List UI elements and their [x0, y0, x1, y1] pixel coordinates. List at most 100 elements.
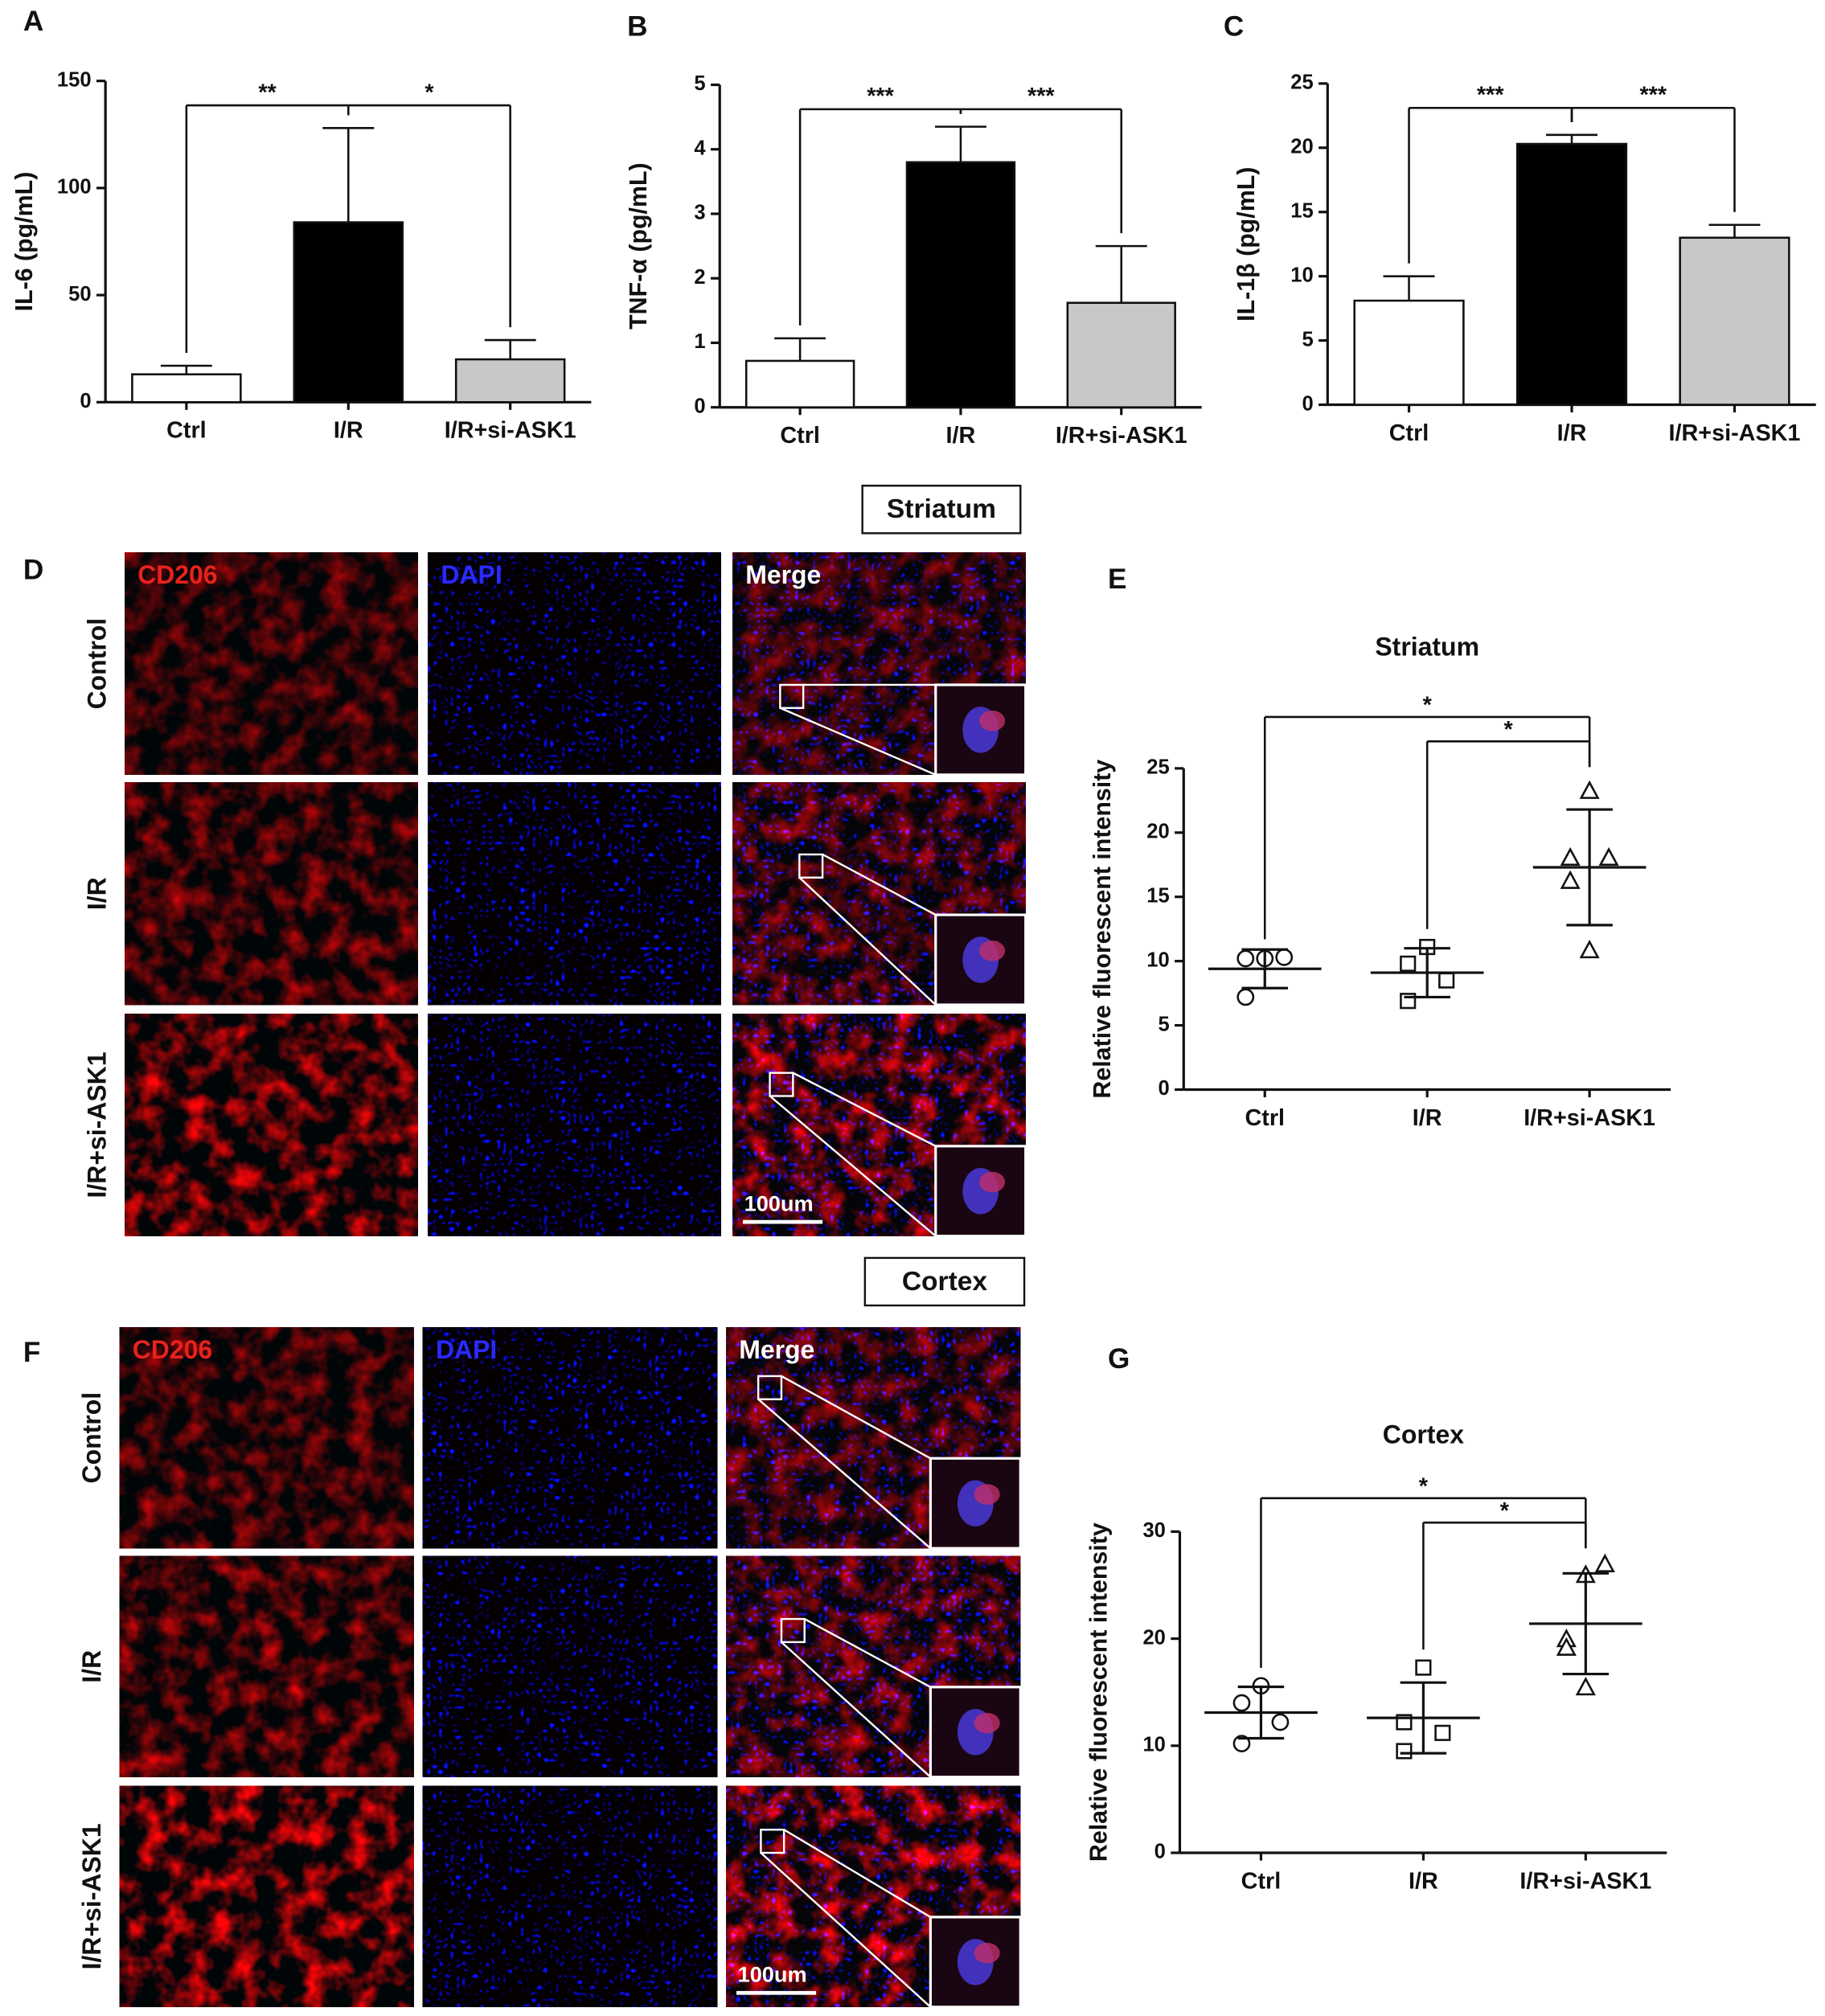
channel-label: DAPI	[436, 1335, 497, 1364]
data-point	[1556, 1637, 1577, 1656]
x-tick-label: I/R	[334, 418, 363, 444]
x-tick-label: I/R+si-ASK1	[1669, 420, 1801, 446]
micrograph	[119, 1555, 414, 1777]
x-tick-label: I/R	[1409, 1868, 1438, 1894]
y-tick-label: 100	[57, 176, 92, 199]
dapi-signal	[422, 1555, 718, 1777]
error-bar	[1383, 275, 1435, 301]
inset-cell	[979, 940, 1006, 961]
dapi-signal	[428, 1014, 721, 1236]
data-point	[1271, 1713, 1290, 1731]
significance-label: ***	[1477, 82, 1504, 108]
micrograph	[119, 1785, 414, 2007]
y-axis-label: IL-6 (pg/mL)	[11, 172, 38, 312]
micrograph	[422, 1327, 718, 1549]
micrograph	[726, 1555, 1022, 1779]
zoom-line	[798, 876, 937, 1006]
bar	[293, 221, 404, 404]
y-tick-label: 5	[1302, 328, 1314, 350]
scale-bar-label: 100um	[738, 1962, 807, 1987]
zoom-line	[783, 1829, 931, 1918]
error-bar	[1708, 223, 1761, 238]
scale-bar-label: 100um	[744, 1191, 814, 1216]
y-tick-label: 10	[1290, 264, 1313, 286]
cd206-signal	[119, 1327, 414, 1549]
panel-label: G	[1108, 1343, 1130, 1375]
micrograph	[125, 1014, 418, 1236]
y-tick-label: 15	[1290, 199, 1313, 222]
data-point	[1236, 988, 1255, 1006]
data-point	[1434, 1724, 1451, 1741]
zoom-line	[792, 1072, 937, 1147]
significance-label: ***	[1639, 82, 1667, 108]
micrograph	[428, 552, 721, 775]
region-box	[863, 1256, 1026, 1307]
micrograph	[422, 1785, 718, 2007]
significance-label: *	[1504, 717, 1514, 743]
y-tick-label: 4	[694, 137, 706, 159]
channel-label: Merge	[739, 1335, 814, 1364]
zoom-line	[822, 853, 937, 916]
zoom-line	[779, 707, 937, 776]
y-axis-label: TNF-α (pg/mL)	[625, 162, 652, 330]
y-tick-label: 20	[1146, 821, 1169, 843]
significance-label: ***	[867, 84, 894, 109]
y-tick-label: 5	[1158, 1013, 1169, 1035]
data-point	[1236, 949, 1255, 968]
error-bar	[1546, 133, 1597, 145]
zoom-line	[757, 1398, 932, 1550]
y-tick-label: 5	[694, 72, 705, 95]
data-point	[1575, 1676, 1596, 1696]
micrograph	[422, 1555, 718, 1777]
data-point	[1396, 1743, 1413, 1760]
error-bar	[484, 338, 536, 360]
bar	[131, 373, 242, 404]
y-tick-label: 3	[694, 202, 705, 224]
significance-label: *	[1500, 1498, 1510, 1524]
error-bar	[1095, 244, 1147, 303]
channel-label: DAPI	[441, 560, 502, 589]
dapi-signal	[422, 1327, 718, 1549]
x-tick-label: Ctrl	[1241, 1868, 1282, 1894]
y-tick-label: 25	[1146, 756, 1169, 779]
x-tick-label: I/R+si-ASK1	[445, 418, 576, 444]
y-tick-label: 25	[1290, 72, 1313, 94]
x-tick-label: Ctrl	[1389, 420, 1429, 446]
cd206-signal	[119, 1555, 414, 1777]
bar	[1515, 142, 1628, 406]
zoom-line	[760, 1852, 932, 2008]
data-point	[1415, 1659, 1432, 1676]
bar	[905, 161, 1016, 408]
dapi-signal	[422, 1785, 718, 2007]
micrograph	[428, 782, 721, 1006]
cd206-signal	[125, 1014, 418, 1236]
panel-label: B	[627, 10, 647, 42]
inset-cell	[974, 1942, 1000, 1964]
data-point	[1275, 948, 1294, 966]
panel-label: D	[23, 555, 43, 586]
x-tick-label: Ctrl	[1245, 1105, 1285, 1131]
significance-label: **	[258, 80, 277, 105]
inset-cell	[979, 710, 1006, 731]
x-tick-label: I/R+si-ASK1	[1524, 1105, 1655, 1131]
y-tick-label: 2	[694, 266, 705, 289]
significance-label: *	[424, 80, 434, 105]
y-tick-label: 1	[694, 330, 705, 353]
group-label: Control	[83, 618, 112, 710]
data-point	[1438, 972, 1455, 989]
x-tick-label: Ctrl	[780, 423, 820, 449]
zoom-box	[780, 1617, 806, 1644]
zoom-box	[769, 1072, 794, 1097]
x-tick-label: I/R+si-ASK1	[1056, 423, 1187, 449]
zoom-box	[760, 1829, 785, 1854]
group-label: Control	[77, 1392, 106, 1484]
data-point	[1232, 1735, 1251, 1752]
region-box	[861, 485, 1022, 535]
bar	[454, 358, 566, 404]
data-point	[1579, 780, 1600, 799]
micrograph	[428, 1014, 721, 1236]
zoom-box	[779, 683, 805, 709]
micrograph	[732, 552, 1027, 776]
data-point	[1232, 1694, 1251, 1712]
inset-cell	[974, 1712, 1000, 1734]
